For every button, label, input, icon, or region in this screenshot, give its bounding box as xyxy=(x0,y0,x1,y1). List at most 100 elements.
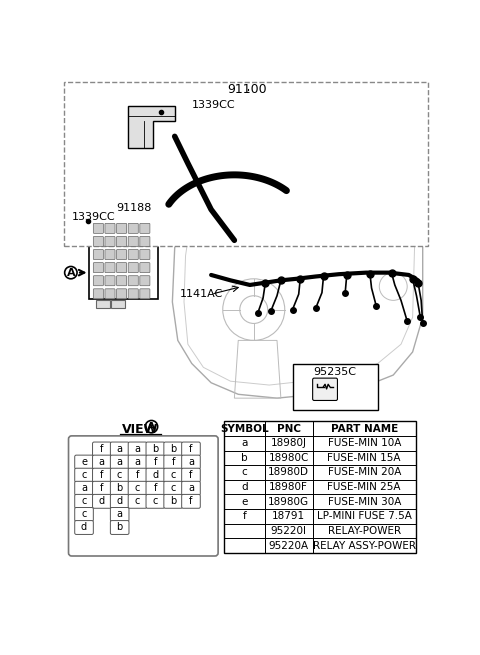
Text: c: c xyxy=(170,483,176,493)
Text: c: c xyxy=(117,470,122,479)
Text: FUSE-MIN 20A: FUSE-MIN 20A xyxy=(327,468,401,477)
Text: c: c xyxy=(81,509,87,519)
FancyBboxPatch shape xyxy=(93,263,103,272)
FancyBboxPatch shape xyxy=(93,442,111,456)
Text: f: f xyxy=(171,457,175,466)
Text: e: e xyxy=(241,496,248,507)
Text: c: c xyxy=(135,483,140,493)
FancyBboxPatch shape xyxy=(128,455,147,469)
Text: c: c xyxy=(81,496,87,506)
FancyBboxPatch shape xyxy=(128,289,138,299)
Text: b: b xyxy=(117,522,123,532)
Text: 18980D: 18980D xyxy=(268,468,309,477)
FancyBboxPatch shape xyxy=(69,436,218,556)
Text: a: a xyxy=(188,483,194,493)
Text: FUSE-MIN 10A: FUSE-MIN 10A xyxy=(327,438,401,448)
Text: 1141AC: 1141AC xyxy=(180,290,223,299)
Bar xyxy=(96,301,109,308)
FancyBboxPatch shape xyxy=(181,468,200,482)
Bar xyxy=(176,86,359,167)
Text: d: d xyxy=(117,496,123,506)
FancyBboxPatch shape xyxy=(181,442,200,456)
FancyBboxPatch shape xyxy=(110,468,129,482)
FancyBboxPatch shape xyxy=(128,276,138,286)
FancyBboxPatch shape xyxy=(105,276,115,286)
FancyBboxPatch shape xyxy=(128,495,147,508)
Text: a: a xyxy=(117,443,123,453)
FancyBboxPatch shape xyxy=(146,481,165,495)
FancyBboxPatch shape xyxy=(181,455,200,469)
Text: 95235C: 95235C xyxy=(313,367,357,377)
Text: f: f xyxy=(100,470,104,479)
FancyBboxPatch shape xyxy=(146,468,165,482)
Text: a: a xyxy=(241,438,248,448)
Text: 1339CC: 1339CC xyxy=(72,212,115,222)
FancyBboxPatch shape xyxy=(75,495,93,508)
FancyBboxPatch shape xyxy=(93,455,111,469)
Text: b: b xyxy=(170,443,176,453)
FancyBboxPatch shape xyxy=(75,455,93,469)
FancyBboxPatch shape xyxy=(110,442,129,456)
Bar xyxy=(224,421,416,553)
Text: b: b xyxy=(170,496,176,506)
FancyBboxPatch shape xyxy=(146,455,165,469)
FancyBboxPatch shape xyxy=(140,276,150,286)
FancyBboxPatch shape xyxy=(93,289,103,299)
Text: f: f xyxy=(154,483,157,493)
FancyBboxPatch shape xyxy=(110,495,129,508)
Text: LP-MINI FUSE 7.5A: LP-MINI FUSE 7.5A xyxy=(317,512,412,521)
FancyBboxPatch shape xyxy=(93,250,103,259)
Text: f: f xyxy=(189,470,192,479)
FancyBboxPatch shape xyxy=(140,250,150,259)
FancyBboxPatch shape xyxy=(117,236,127,246)
Text: 91100: 91100 xyxy=(228,83,267,96)
Text: 18980J: 18980J xyxy=(271,438,307,448)
Text: d: d xyxy=(241,482,248,492)
FancyBboxPatch shape xyxy=(146,442,165,456)
FancyBboxPatch shape xyxy=(164,468,182,482)
Text: 18980G: 18980G xyxy=(268,496,309,507)
FancyBboxPatch shape xyxy=(312,378,337,400)
Text: f: f xyxy=(100,443,104,453)
Bar xyxy=(111,301,125,308)
FancyBboxPatch shape xyxy=(105,263,115,272)
Text: PART NAME: PART NAME xyxy=(331,424,398,434)
FancyBboxPatch shape xyxy=(181,495,200,508)
Text: f: f xyxy=(242,512,246,521)
FancyBboxPatch shape xyxy=(128,468,147,482)
Text: c: c xyxy=(153,496,158,506)
Text: 18980C: 18980C xyxy=(268,453,309,463)
Text: A: A xyxy=(67,268,75,278)
FancyBboxPatch shape xyxy=(117,263,127,272)
Text: f: f xyxy=(136,470,139,479)
FancyBboxPatch shape xyxy=(110,521,129,534)
Text: b: b xyxy=(117,483,123,493)
Text: a: a xyxy=(117,457,123,466)
Text: 1339CC: 1339CC xyxy=(192,100,235,110)
FancyBboxPatch shape xyxy=(117,289,127,299)
FancyBboxPatch shape xyxy=(93,276,103,286)
Text: c: c xyxy=(170,470,176,479)
FancyBboxPatch shape xyxy=(117,250,127,259)
Text: SYMBOL: SYMBOL xyxy=(220,424,269,434)
Text: RELAY ASSY-POWER: RELAY ASSY-POWER xyxy=(312,540,416,551)
FancyBboxPatch shape xyxy=(164,442,182,456)
Text: RELAY-POWER: RELAY-POWER xyxy=(328,526,401,536)
FancyBboxPatch shape xyxy=(75,521,93,534)
FancyBboxPatch shape xyxy=(146,495,165,508)
FancyBboxPatch shape xyxy=(93,236,103,246)
Text: a: a xyxy=(134,457,141,466)
FancyBboxPatch shape xyxy=(105,236,115,246)
FancyBboxPatch shape xyxy=(75,508,93,521)
Text: d: d xyxy=(152,470,158,479)
FancyBboxPatch shape xyxy=(117,223,127,233)
Text: c: c xyxy=(241,468,247,477)
FancyBboxPatch shape xyxy=(110,508,129,521)
Text: 18791: 18791 xyxy=(272,512,305,521)
Text: f: f xyxy=(189,443,192,453)
FancyBboxPatch shape xyxy=(93,468,111,482)
Text: f: f xyxy=(100,483,104,493)
Text: f: f xyxy=(189,496,192,506)
FancyBboxPatch shape xyxy=(93,481,111,495)
Text: e: e xyxy=(81,457,87,466)
